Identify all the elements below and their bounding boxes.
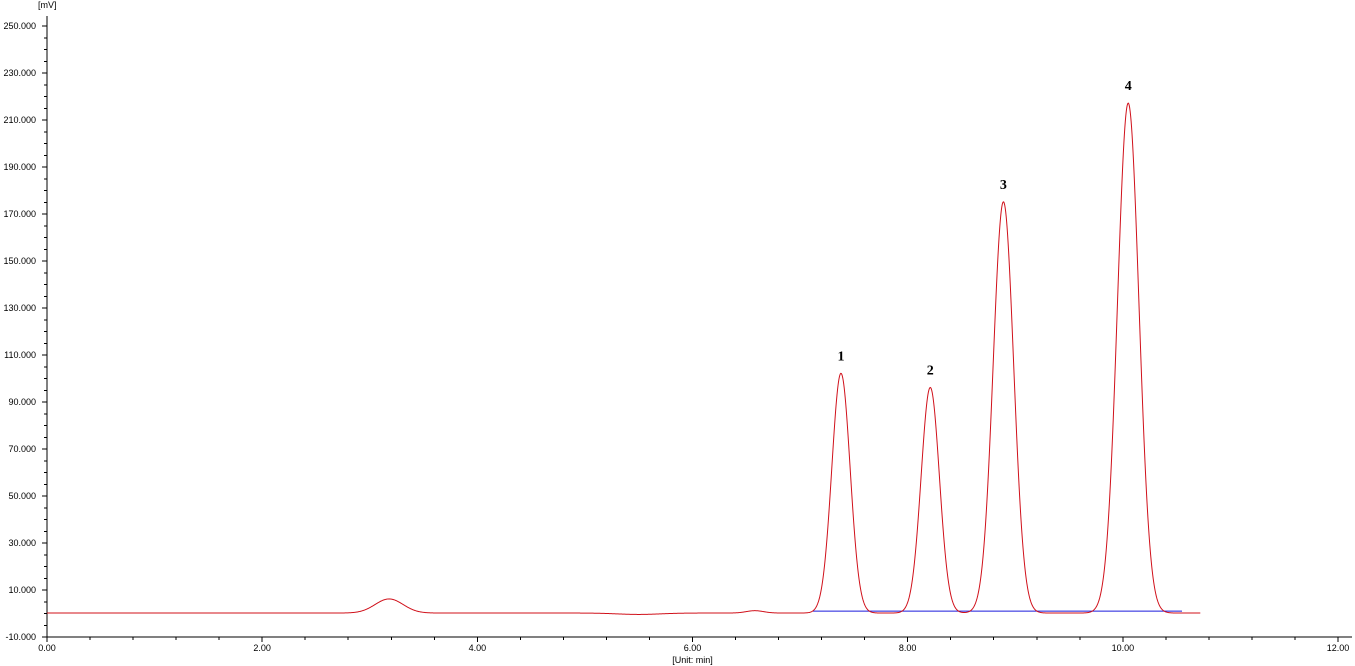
y-tick-label: 190.000 [3,162,36,172]
y-tick-label: 10.000 [8,585,36,595]
peak-label: 3 [1000,178,1007,193]
y-tick-label: -10.000 [5,632,36,642]
x-tick-label: 8.00 [899,643,917,653]
data-layer [47,102,1201,615]
x-tick-label: 6.00 [684,643,702,653]
y-tick-label: 50.000 [8,491,36,501]
x-tick-label: 12.00 [1327,643,1350,653]
y-tick-label: 70.000 [8,444,36,454]
y-axis-unit-label: [mV] [38,0,57,10]
label-layer: 1 2 3 4 [837,79,1131,378]
y-tick-label: 250.000 [3,21,36,31]
x-tick-label: 2.00 [253,643,271,653]
y-tick-label: 210.000 [3,115,36,125]
y-tick-label: 90.000 [8,397,36,407]
y-tick-label: 130.000 [3,303,36,313]
x-tick-label: 4.00 [469,643,487,653]
peak-label: 2 [927,363,934,378]
x-tick-label: 10.00 [1112,643,1135,653]
x-axis-unit-label: [Unit: min] [672,655,713,665]
x-tick-label: 0.00 [38,643,56,653]
y-tick-label: 230.000 [3,68,36,78]
peak-label: 1 [837,349,844,364]
signal-trace-series [47,102,1201,615]
y-tick-label: 110.000 [4,350,36,360]
y-tick-label: 150.000 [3,256,36,266]
y-tick-label: 30.000 [8,538,36,548]
y-tick-label: 170.000 [3,209,36,219]
axes-layer: -10.00010.00030.00050.00070.00090.000110… [3,0,1352,665]
peak-label: 4 [1125,79,1132,94]
